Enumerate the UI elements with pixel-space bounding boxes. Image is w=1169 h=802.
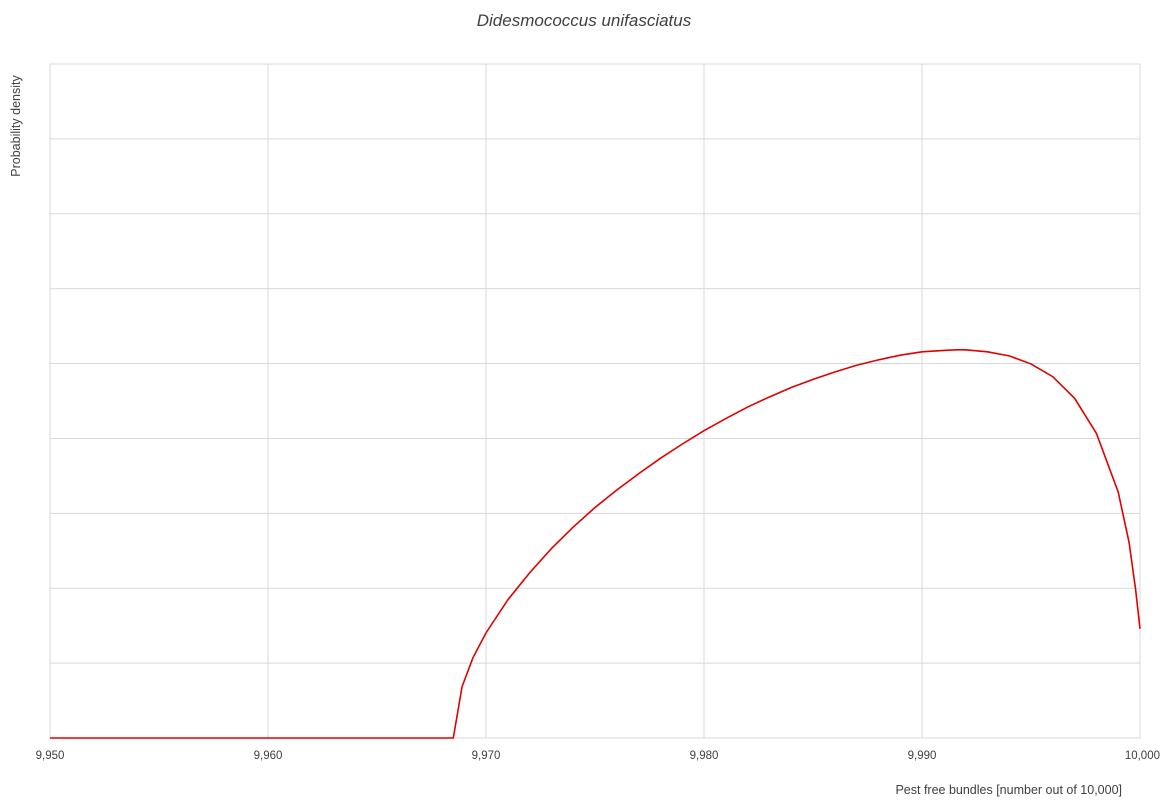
density-curve	[50, 348, 1141, 739]
x-tick-label: 9,990	[908, 750, 937, 762]
x-tick-label: 9,970	[472, 750, 501, 762]
y-axis-label: Probability density	[9, 75, 23, 177]
x-tick-label: 9,980	[690, 750, 719, 762]
gridlines	[49, 64, 1141, 738]
x-tick-labels: 9,950 9,960 9,970 9,980 9,990 10,000	[36, 750, 1160, 762]
x-tick-label: 10,000	[1125, 750, 1160, 762]
x-tick-label: 9,960	[254, 750, 283, 762]
chart-title: Didesmococcus unifasciatus	[477, 11, 692, 30]
plot-area	[49, 63, 1141, 739]
x-axis-label: Pest free bundles [number out of 10,000]	[895, 783, 1122, 797]
x-tick-label: 9,950	[36, 750, 65, 762]
